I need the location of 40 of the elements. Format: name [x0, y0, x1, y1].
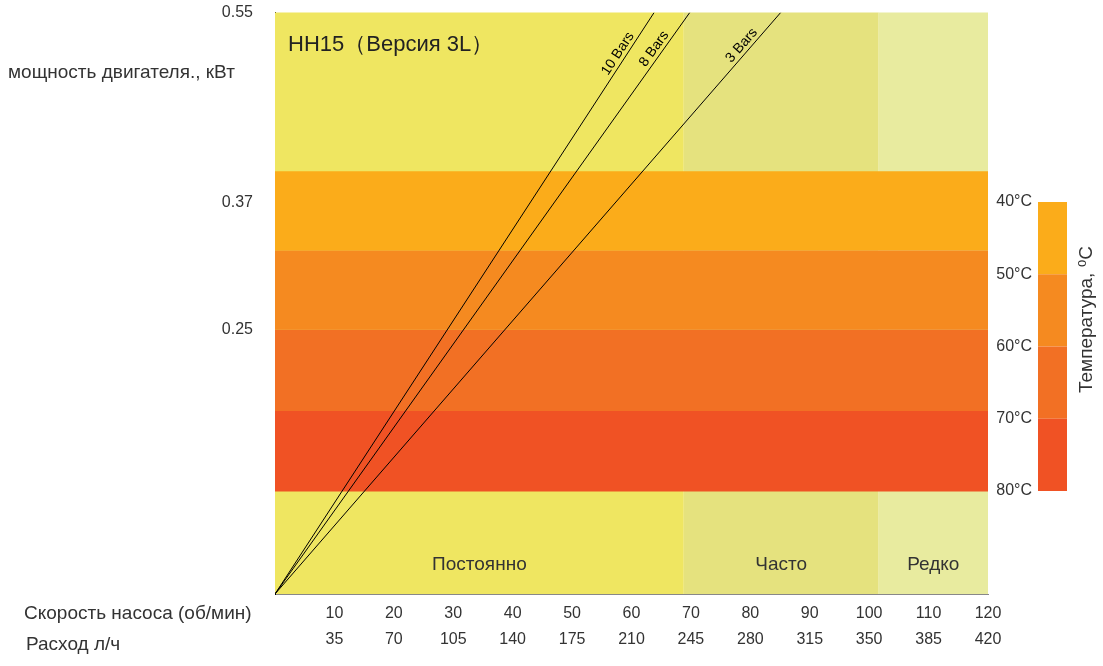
color-bar-label: 80°C — [996, 481, 1032, 499]
color-bar-title: Температура, ⁰C — [1075, 246, 1097, 393]
y-tick-label: 0.55 — [221, 3, 254, 21]
x-axis-title: Скорость насоса (об/мин) — [24, 602, 252, 623]
band-label: Редко — [907, 553, 960, 574]
x2-tick-label: 245 — [677, 630, 705, 648]
x-tick-label: 20 — [384, 604, 403, 622]
x-tick-label: 120 — [974, 604, 1002, 622]
x2-tick-label: 385 — [915, 630, 943, 648]
x2-tick-label: 280 — [736, 630, 764, 648]
y-tick-label: 0.25 — [221, 320, 254, 338]
x-tick-label: 110 — [915, 604, 942, 622]
x-tick-label: 30 — [444, 604, 463, 622]
x2-tick-label: 420 — [974, 630, 1002, 648]
color-bar-label: 40°C — [996, 192, 1032, 210]
x2-tick-label: 140 — [499, 630, 527, 648]
band-label: Часто — [755, 553, 808, 574]
x-tick-label: 50 — [563, 604, 582, 622]
x-tick-label: 40 — [503, 604, 522, 622]
color-bar-label: 60°C — [996, 336, 1032, 354]
x2-tick-label: 70 — [384, 630, 403, 648]
x-tick-label: 90 — [800, 604, 819, 622]
x2-tick-label: 35 — [325, 630, 344, 648]
x-tick-label: 10 — [325, 604, 344, 622]
x2-tick-label: 105 — [439, 630, 467, 648]
x2-tick-label: 175 — [558, 630, 586, 648]
x2-tick-label: 210 — [618, 630, 645, 648]
x2-axis-title: Расход л/ч — [26, 633, 121, 654]
color-bar-label: 50°C — [996, 264, 1032, 282]
x-tick-label: 60 — [622, 604, 641, 622]
y-axis-title: мощность двигателя., кВт — [8, 60, 236, 82]
x2-tick-label: 315 — [796, 630, 824, 648]
color-bar-label: 70°C — [996, 409, 1032, 427]
x-tick-label: 100 — [855, 604, 883, 622]
x-tick-label: 70 — [682, 604, 700, 622]
y-tick-label: 0.37 — [221, 193, 254, 211]
x-tick-label: 80 — [741, 604, 760, 622]
band-label: Постоянно — [432, 553, 527, 574]
x2-tick-label: 350 — [855, 630, 883, 648]
text: HH15（Версия 3L） — [288, 30, 494, 56]
